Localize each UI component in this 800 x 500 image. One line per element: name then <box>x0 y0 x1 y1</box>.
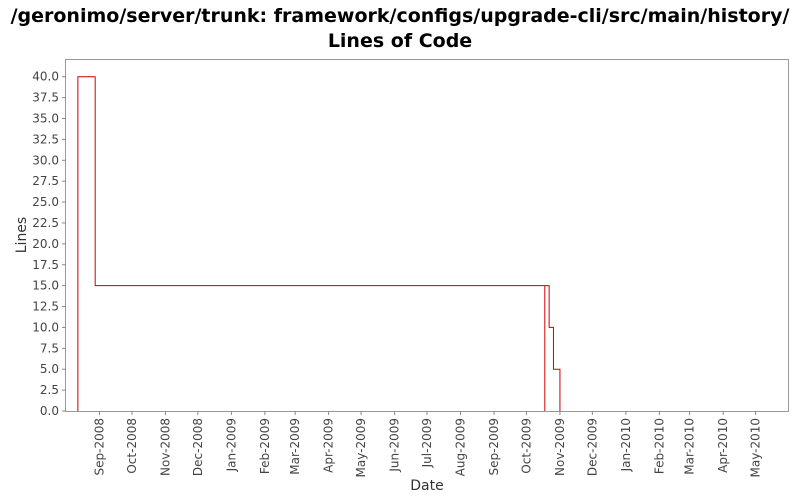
x-tick-label: Apr-2009 <box>322 418 336 473</box>
y-tick-label: 7.5 <box>40 341 59 355</box>
y-axis-label: Lines <box>14 217 30 253</box>
y-tick-label: 17.5 <box>32 258 59 272</box>
chart-title-line-1: /geronimo/server/trunk: framework/config… <box>10 5 790 27</box>
chart-title: /geronimo/server/trunk: framework/config… <box>0 4 800 54</box>
y-tick-label: 27.5 <box>32 174 59 188</box>
y-axis: 0.0 2.5 5.0 7.5 10.0 12.5 15.0 17.5 20.0 22.5 25.0… <box>32 70 66 418</box>
y-tick-label: 5.0 <box>40 362 59 376</box>
x-tick-label: Mar-2010 <box>683 418 697 475</box>
plot-area <box>65 59 789 412</box>
x-tick-label: Nov-2009 <box>553 418 567 476</box>
y-tick-label: 25.0 <box>32 195 59 209</box>
x-axis: Sep-2008 Oct-2008 Nov-2008 Dec-2008 Jan-2009… <box>93 411 763 477</box>
x-tick-label: Jun-2009 <box>388 418 402 473</box>
chart-title-line-2: Lines of Code <box>327 30 473 52</box>
x-tick-label: Oct-2008 <box>125 418 139 474</box>
y-tick-label: 30.0 <box>32 153 59 167</box>
x-tick-label: May-2009 <box>354 418 368 477</box>
x-tick-label: Oct-2009 <box>519 418 533 474</box>
x-tick-label: Aug-2009 <box>454 418 468 476</box>
x-tick-label: Nov-2008 <box>158 418 172 476</box>
y-tick-label: 12.5 <box>32 300 59 314</box>
x-tick-label: Feb-2009 <box>258 418 272 474</box>
x-tick-label: Dec-2008 <box>191 418 205 476</box>
x-tick-label: Jul-2009 <box>420 418 434 468</box>
x-tick-label: May-2010 <box>749 418 763 477</box>
x-tick-label: Apr-2010 <box>716 418 730 473</box>
x-tick-label: Mar-2009 <box>288 418 302 475</box>
x-tick-label: Sep-2008 <box>93 418 107 476</box>
y-tick-label: 10.0 <box>32 320 59 334</box>
y-tick-label: 32.5 <box>32 132 59 146</box>
y-tick-label: 37.5 <box>32 91 59 105</box>
x-tick-label: Jan-2010 <box>619 418 633 472</box>
y-tick-label: 35.0 <box>32 112 59 126</box>
y-tick-label: 40.0 <box>32 70 59 84</box>
y-tick-label: 0.0 <box>40 404 59 418</box>
x-tick-label: Feb-2010 <box>652 418 666 474</box>
x-tick-label: Jan-2009 <box>224 418 238 472</box>
y-tick-label: 15.0 <box>32 279 59 293</box>
x-tick-label: Dec-2009 <box>585 418 599 476</box>
y-tick-label: 20.0 <box>32 237 59 251</box>
x-tick-label: Sep-2009 <box>487 418 501 476</box>
y-tick-label: 22.5 <box>32 216 59 230</box>
x-axis-label: Date <box>410 478 443 494</box>
y-tick-label: 2.5 <box>40 383 59 397</box>
lines-series-line <box>77 76 561 411</box>
